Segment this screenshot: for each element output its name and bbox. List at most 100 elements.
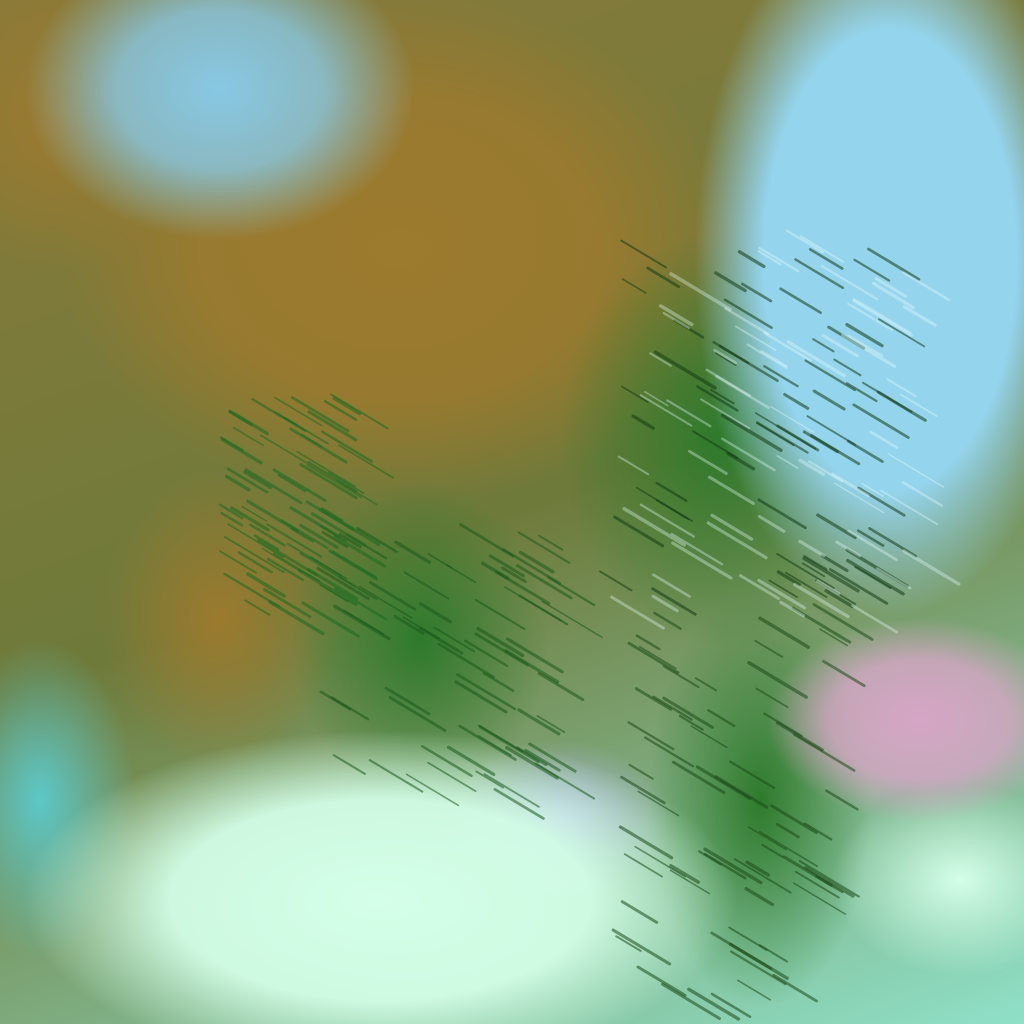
streak xyxy=(845,323,884,348)
streak xyxy=(244,599,271,616)
streak xyxy=(402,616,441,640)
streak xyxy=(620,775,666,805)
streak xyxy=(827,325,866,350)
streak xyxy=(804,866,855,898)
streak xyxy=(776,454,799,469)
streak xyxy=(637,790,680,817)
streak xyxy=(867,247,921,281)
streak xyxy=(319,507,381,547)
streak xyxy=(307,568,359,601)
streak xyxy=(634,845,687,878)
streak xyxy=(332,396,362,416)
streak xyxy=(433,626,476,653)
streak xyxy=(886,378,917,398)
streak xyxy=(793,733,856,772)
streak xyxy=(776,553,835,589)
streak xyxy=(627,721,675,751)
streak xyxy=(690,725,728,749)
streak xyxy=(261,547,303,573)
streak xyxy=(697,850,723,866)
streak xyxy=(744,887,775,907)
streak xyxy=(728,942,789,980)
streak xyxy=(756,421,809,454)
streak xyxy=(333,604,391,641)
streak xyxy=(653,611,682,630)
streak xyxy=(321,531,349,549)
streak xyxy=(673,318,705,339)
streak xyxy=(257,538,318,577)
streak xyxy=(274,396,323,427)
streak xyxy=(846,558,905,596)
streak xyxy=(611,928,672,966)
streak xyxy=(782,855,833,887)
streak xyxy=(707,475,755,505)
streak xyxy=(646,266,681,289)
streak xyxy=(277,473,307,493)
streak xyxy=(620,900,659,924)
streak xyxy=(639,394,693,427)
streak xyxy=(230,506,270,532)
streak xyxy=(333,587,388,621)
streak xyxy=(518,550,555,574)
streak xyxy=(712,340,750,365)
streak xyxy=(816,513,857,540)
streak xyxy=(847,302,893,332)
streak xyxy=(760,350,788,368)
streak xyxy=(737,250,766,269)
streak xyxy=(368,581,417,611)
streak xyxy=(220,511,244,527)
streak xyxy=(799,235,844,263)
streak xyxy=(218,503,244,520)
streak xyxy=(806,415,857,446)
streak xyxy=(306,464,363,499)
streak xyxy=(223,536,286,574)
streak xyxy=(482,671,515,693)
streak xyxy=(330,696,370,721)
streak xyxy=(338,444,395,479)
streak xyxy=(528,742,577,773)
streak xyxy=(779,287,822,314)
streak xyxy=(639,503,695,538)
streak xyxy=(297,568,358,607)
streak xyxy=(824,589,854,609)
streak xyxy=(323,400,358,421)
streak xyxy=(687,449,728,475)
streak xyxy=(828,568,889,605)
streak xyxy=(853,258,891,282)
streak xyxy=(289,427,348,464)
streak xyxy=(793,882,847,915)
streak xyxy=(653,350,717,390)
streak xyxy=(768,579,798,598)
streak xyxy=(437,642,495,679)
streak xyxy=(857,486,906,517)
streak xyxy=(516,746,548,767)
streak xyxy=(747,660,808,699)
streak xyxy=(820,554,849,573)
streak xyxy=(772,973,818,1003)
streak xyxy=(831,472,870,497)
streak xyxy=(737,979,771,1001)
streak xyxy=(599,570,633,592)
streak xyxy=(812,389,846,411)
streak xyxy=(225,474,251,492)
streak xyxy=(803,822,833,841)
streak xyxy=(246,499,300,533)
streak xyxy=(488,554,525,578)
streak xyxy=(661,982,721,1020)
streak xyxy=(754,412,817,450)
streak xyxy=(652,695,693,721)
streak xyxy=(804,359,856,392)
streak xyxy=(757,515,786,533)
streak xyxy=(636,965,687,997)
streak xyxy=(903,305,937,327)
streak xyxy=(846,439,884,463)
streak xyxy=(880,489,939,526)
streak xyxy=(694,677,718,692)
streak xyxy=(820,264,879,301)
streak xyxy=(272,468,327,502)
streak xyxy=(840,333,897,369)
streak xyxy=(330,393,389,430)
streak xyxy=(655,499,690,521)
